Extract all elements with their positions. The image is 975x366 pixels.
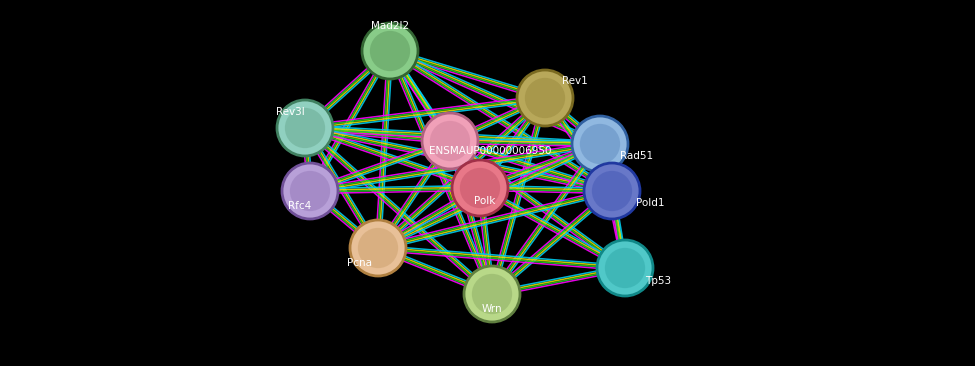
Circle shape xyxy=(282,163,338,219)
Text: Rev1: Rev1 xyxy=(563,76,588,86)
Text: Mad2l2: Mad2l2 xyxy=(370,21,410,31)
Circle shape xyxy=(525,78,566,118)
Circle shape xyxy=(460,168,500,208)
Circle shape xyxy=(592,171,632,211)
Circle shape xyxy=(277,100,333,156)
Circle shape xyxy=(370,31,410,71)
Text: Pcna: Pcna xyxy=(347,258,372,268)
Text: Wrn: Wrn xyxy=(482,304,502,314)
Circle shape xyxy=(572,116,628,172)
Circle shape xyxy=(430,121,470,161)
Circle shape xyxy=(452,160,508,216)
Circle shape xyxy=(350,220,406,276)
Text: Tp53: Tp53 xyxy=(644,276,671,286)
Circle shape xyxy=(584,163,640,219)
Circle shape xyxy=(422,113,478,169)
Circle shape xyxy=(464,266,520,322)
Circle shape xyxy=(604,248,645,288)
Circle shape xyxy=(362,23,418,79)
Circle shape xyxy=(290,171,331,211)
Text: Rfc4: Rfc4 xyxy=(289,201,312,211)
Text: Rev3l: Rev3l xyxy=(276,107,304,117)
Circle shape xyxy=(597,240,653,296)
Text: Polk: Polk xyxy=(474,196,495,206)
Text: Pold1: Pold1 xyxy=(636,198,664,208)
Circle shape xyxy=(358,228,398,268)
Circle shape xyxy=(517,70,573,126)
Text: Rad51: Rad51 xyxy=(620,151,653,161)
Text: ENSMAUP00000006950: ENSMAUP00000006950 xyxy=(429,146,551,156)
Circle shape xyxy=(580,124,620,164)
Circle shape xyxy=(472,274,512,314)
Circle shape xyxy=(285,108,325,148)
